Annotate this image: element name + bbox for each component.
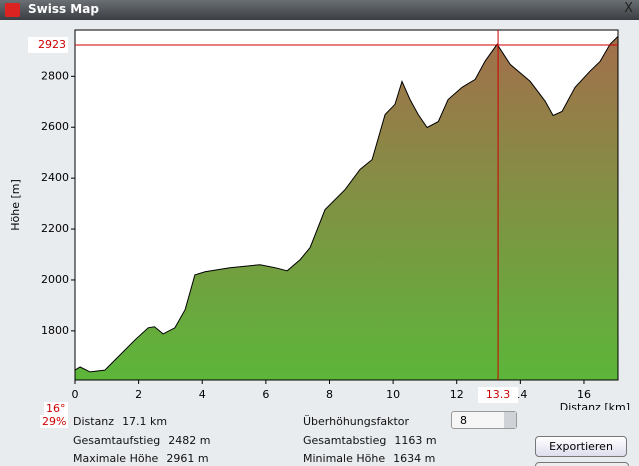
- x-tick-label: 10: [386, 388, 400, 401]
- x-tick-label: 12: [450, 388, 464, 401]
- exaggeration-spinner[interactable]: 8: [451, 411, 517, 429]
- slope-degrees: 16°: [44, 402, 68, 415]
- crosshair-label-bg: [478, 387, 519, 403]
- title-bar: Swiss Map X: [0, 0, 639, 20]
- y-tick-label: 2600: [41, 120, 69, 133]
- info-label: Maximale Höhe: [73, 452, 159, 465]
- x-tick-label: 16: [577, 388, 591, 401]
- info-row: Minimale Höhe 1634 m: [303, 452, 435, 465]
- info-label: Gesamtaufstieg: [73, 434, 161, 447]
- info-row: Distanz 17.1 km: [73, 415, 167, 428]
- info-label: Distanz: [73, 415, 115, 428]
- window-title: Swiss Map: [28, 2, 99, 16]
- close-button[interactable]: X: [624, 1, 633, 16]
- export-button[interactable]: Exportieren: [535, 436, 627, 457]
- x-tick-label: 8: [326, 388, 333, 401]
- x-tick-label: 4: [199, 388, 206, 401]
- button[interactable]: [535, 462, 629, 466]
- y-tick-label: 1800: [41, 324, 69, 337]
- crosshair-x-label: 13.3: [486, 388, 511, 401]
- x-axis-label: Distanz [km]: [560, 401, 630, 410]
- slope-percent: 29%: [40, 415, 69, 428]
- crosshair-label-bg: [28, 37, 68, 54]
- plot-frame: [74, 29, 619, 381]
- info-value: 2482 m: [168, 434, 211, 447]
- x-tick-label: 2: [135, 388, 142, 401]
- info-label: Überhöhungsfaktor: [303, 415, 410, 428]
- info-label: Minimale Höhe: [303, 452, 386, 465]
- info-value: 17.1 km: [122, 415, 168, 428]
- info-row: Gesamtaufstieg 2482 m: [73, 434, 210, 447]
- info-value: 2961 m: [166, 452, 209, 465]
- y-tick-label: 2800: [41, 69, 69, 82]
- info-label: Gesamtabstieg: [303, 434, 387, 447]
- crosshair-y-label: 2923: [38, 38, 66, 51]
- y-tick-label: 2400: [41, 171, 69, 184]
- app-icon: [5, 3, 20, 17]
- y-axis-label: Höhe [m]: [9, 179, 22, 231]
- profile-line: [74, 36, 619, 373]
- info-row: Gesamtabstieg 1163 m: [303, 434, 437, 447]
- y-tick-label: 2000: [41, 273, 69, 286]
- y-tick-label: 2200: [41, 222, 69, 235]
- area-fill: [75, 36, 618, 381]
- x-tick-label: 6: [262, 388, 269, 401]
- info-value: 1634 m: [393, 452, 436, 465]
- info-row: Maximale Höhe 2961 m: [73, 452, 209, 465]
- info-value: 1163 m: [394, 434, 437, 447]
- x-tick-label: 0: [72, 388, 79, 401]
